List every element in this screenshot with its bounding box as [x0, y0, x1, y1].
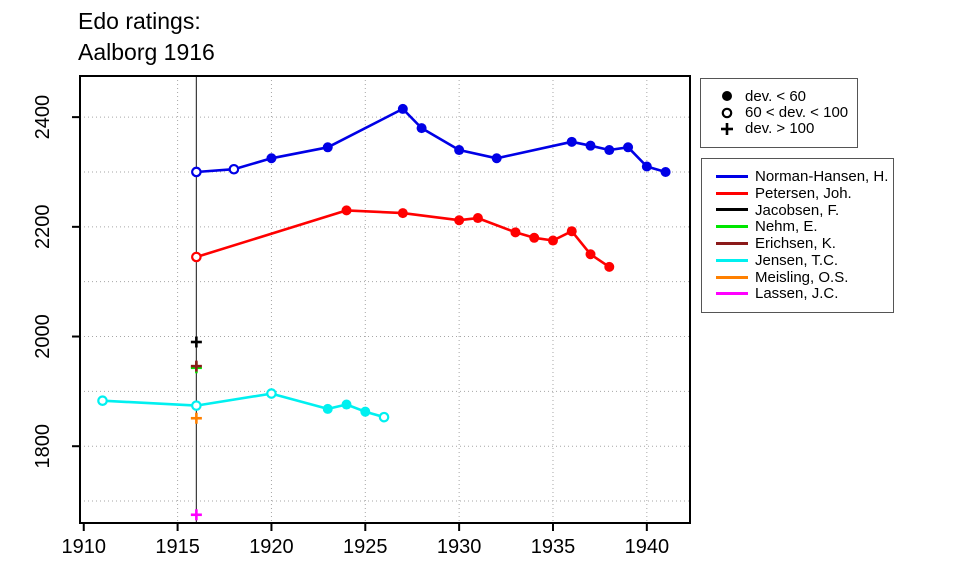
- data-point-open-circle: [97, 395, 108, 406]
- chart-title-line1: Edo ratings:: [78, 8, 201, 34]
- series-legend-row: Jacobsen, F.: [711, 202, 893, 219]
- data-point-filled-circle: [416, 123, 427, 134]
- series-color-line-icon: [711, 275, 753, 279]
- y-axis-tick-label: 2400: [32, 95, 54, 140]
- data-point-filled-circle: [397, 208, 408, 219]
- marker-legend-row: 60 < dev. < 100: [711, 104, 857, 122]
- data-point-filled-circle: [472, 213, 483, 224]
- series-color-line-icon: [711, 258, 753, 262]
- x-axis-tick-label: 1925: [343, 536, 388, 558]
- series-line: [196, 209, 611, 268]
- series-legend-label: Meisling, O.S.: [755, 268, 849, 286]
- data-point-filled-circle: [585, 249, 596, 260]
- plus-icon: [711, 121, 743, 137]
- series-legend-label: Nehm, E.: [755, 218, 818, 236]
- data-point-filled-circle: [341, 205, 352, 216]
- data-point-filled-circle: [660, 166, 671, 177]
- data-point-filled-circle: [604, 261, 615, 272]
- x-axis-tick-label: 1915: [155, 536, 200, 558]
- series-legend-label: Norman-Hansen, H.: [755, 167, 889, 185]
- x-axis-tick-label: 1940: [625, 536, 670, 558]
- series-legend-label: Petersen, Joh.: [755, 184, 852, 202]
- series-legend-row: Lassen, J.C.: [711, 285, 893, 303]
- x-axis-tick-label: 1930: [437, 536, 482, 558]
- data-point-open-circle: [191, 166, 202, 178]
- data-point-filled-circle: [491, 153, 502, 164]
- data-point-filled-circle: [623, 142, 634, 153]
- data-point-filled-circle: [322, 142, 333, 153]
- y-axis-tick-label: 2200: [32, 205, 54, 250]
- data-point-filled-circle: [566, 226, 577, 237]
- series-color-line-icon: [711, 174, 753, 178]
- data-point-open-circle: [228, 163, 240, 175]
- series-line: [196, 107, 666, 174]
- data-point-filled-circle: [454, 215, 465, 226]
- series-color-line-icon: [711, 208, 753, 212]
- y-axis-tick-label: 1800: [32, 424, 54, 469]
- marker-legend-row: dev. > 100: [711, 120, 857, 138]
- data-point-filled-circle: [266, 153, 277, 164]
- data-point-filled-circle: [566, 136, 577, 147]
- data-point-filled-circle: [454, 145, 465, 156]
- data-point-filled-circle: [397, 103, 408, 114]
- marker-legend-label: 60 < dev. < 100: [745, 104, 849, 122]
- chart-title-line2: Aalborg 1916: [78, 39, 215, 65]
- marker-legend-row: dev. < 60: [711, 87, 857, 105]
- data-point-open-circle: [266, 388, 277, 399]
- x-axis-tick-label: 1935: [531, 536, 576, 558]
- series-legend-row: Erichsen, K.: [711, 235, 893, 252]
- data-point-filled-circle: [604, 145, 615, 156]
- series-legend-label: Jacobsen, F.: [755, 201, 840, 219]
- data-point-filled-circle: [641, 161, 652, 172]
- marker-legend-label: dev. > 100: [745, 120, 815, 138]
- marker-legend-label: dev. < 60: [745, 87, 807, 105]
- series-legend-row: Petersen, Joh.: [711, 185, 893, 202]
- series-legend-row: Norman-Hansen, H.: [711, 168, 893, 185]
- data-point-filled-circle: [529, 232, 540, 243]
- series-legend-row: Jensen, T.C.: [711, 252, 893, 269]
- filled-circle-icon: [711, 88, 743, 104]
- series-legend-label: Jensen, T.C.: [755, 251, 839, 269]
- data-point-filled-circle: [360, 406, 371, 417]
- series-legend-label: Erichsen, K.: [755, 235, 836, 253]
- plot-border: [79, 75, 691, 524]
- series-legend-label: Lassen, J.C.: [755, 285, 839, 303]
- marker-legend: dev. < 60 60 < dev. < 100 dev. > 100: [700, 78, 858, 148]
- series-legend-row: Meisling, O.S.: [711, 269, 893, 286]
- data-point-open-circle: [191, 251, 202, 263]
- series-color-line-icon: [711, 191, 753, 195]
- y-axis-tick-label: 2000: [32, 314, 54, 359]
- data-point-filled-circle: [322, 403, 333, 414]
- data-point-filled-circle: [510, 227, 521, 238]
- series-legend: Norman-Hansen, H. Petersen, Joh. Jacobsen,…: [701, 158, 894, 313]
- data-point-filled-circle: [547, 235, 558, 246]
- data-point-open-circle: [378, 411, 390, 423]
- open-circle-icon: [711, 105, 743, 121]
- series-legend-row: Nehm, E.: [711, 218, 893, 235]
- x-axis-tick-label: 1920: [249, 536, 294, 558]
- series-color-line-icon: [711, 292, 753, 296]
- chart-title: Edo ratings: Aalborg 1916: [78, 6, 215, 68]
- series-color-line-icon: [711, 225, 753, 229]
- series-color-line-icon: [711, 242, 753, 246]
- data-point-filled-circle: [341, 399, 352, 410]
- x-axis-tick-label: 1910: [62, 536, 107, 558]
- data-point-open-circle: [191, 400, 202, 411]
- data-point-filled-circle: [585, 140, 596, 151]
